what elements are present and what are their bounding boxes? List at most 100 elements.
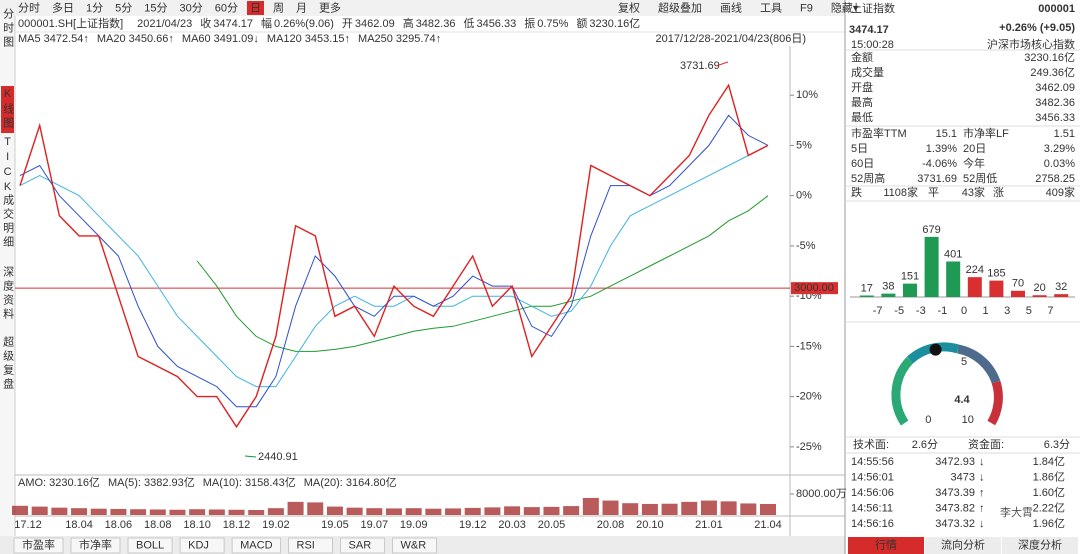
indicator-tab-bg [13, 537, 64, 554]
metric-value: 0.03% [1044, 158, 1075, 170]
stat-value: 249.36亿 [1030, 66, 1075, 79]
annotation-leader [244, 455, 257, 458]
metric-value: -4.06% [922, 158, 957, 170]
ma-value: 3453.15↑ [305, 33, 350, 45]
toolbar-tab[interactable]: 多日 [52, 0, 74, 14]
indicator-tab-bg [70, 537, 121, 554]
sidebar-item[interactable]: 超级复盘 [2, 335, 15, 392]
dist-bin-label: 1 [983, 305, 989, 317]
volume-bar [31, 506, 48, 515]
gauge-segment [891, 356, 914, 426]
tick-price: 3472.93 [935, 456, 975, 468]
toolbar-tab[interactable]: 60分 [215, 1, 238, 14]
score-value: 2.6分 [912, 438, 938, 451]
toolbar-tab[interactable]: 分时 [18, 1, 40, 14]
index-name: 上证指数 [851, 1, 895, 15]
volume-bar [445, 508, 462, 515]
stat-label: 最高 [851, 95, 873, 109]
indicator-tab[interactable]: MACD [240, 539, 272, 551]
indicator-tab[interactable]: BOLL [136, 539, 164, 551]
x-tick-label: 19.02 [262, 519, 290, 531]
indicator-tab[interactable]: RSI [297, 539, 315, 551]
x-tick-label: 19.07 [361, 519, 389, 531]
metric-value: 3.29% [1044, 143, 1075, 155]
date-range: 2017/12/28-2021/04/23(806日) [656, 33, 806, 45]
x-tick-label: 20.08 [597, 519, 625, 531]
sidebar-item[interactable]: 分时图 [2, 8, 15, 50]
x-tick-label: 18.06 [105, 519, 133, 531]
toolbar-tool[interactable]: 隐藏▾ [831, 1, 859, 14]
sidebar-item[interactable]: 成交明细 [2, 194, 15, 250]
series-line [19, 83, 769, 429]
metric-value: 3731.69 [917, 173, 957, 185]
tick-price: 3473 [951, 471, 975, 483]
panel-tab[interactable]: 深度分析 [1018, 537, 1062, 551]
quote-value: 3482.36 [416, 18, 456, 30]
toolbar-tool[interactable]: F9 [800, 2, 813, 14]
quote-label: 开 [342, 18, 353, 30]
sidebar-item[interactable]: K线图 [2, 88, 15, 131]
dist-bin-label: 3 [1004, 305, 1010, 317]
sidebar-item[interactable]: 深度资料 [2, 266, 15, 322]
indicator-tab-bg [392, 537, 438, 554]
ma-label: MA250 [358, 33, 393, 45]
y-tick-label: -25% [796, 441, 822, 453]
volume-bar [346, 507, 363, 515]
quote-value: 3230.16亿 [589, 17, 640, 30]
dist-bar [1011, 290, 1025, 297]
toolbar-tab[interactable]: 日 [250, 2, 261, 14]
toolbar-tool[interactable]: 工具 [760, 1, 782, 14]
toolbar-tool[interactable]: 超级叠加 [658, 0, 702, 14]
toolbar-tab[interactable]: 更多 [319, 0, 341, 14]
panel-dividers [845, 49, 1080, 454]
tick-time: 14:56:11 [851, 502, 893, 514]
toolbar-tool[interactable]: 画线 [720, 0, 742, 14]
stat-label: 最低 [851, 111, 873, 124]
y-tick-label: 8000.00万 [796, 488, 847, 500]
volume-bar [700, 500, 717, 515]
indicator-tab[interactable]: SAR [349, 539, 372, 551]
metric-label: 52周低 [963, 172, 997, 185]
tick-arrow: ↓ [979, 518, 985, 530]
toolbar-tab[interactable]: 月 [296, 2, 307, 14]
metric-label: 今年 [963, 156, 985, 170]
y-tick-label: -15% [796, 340, 822, 352]
quote-label: 振 [524, 16, 535, 30]
volume-bar [582, 497, 599, 515]
tick-volume: 1.96亿 [1033, 517, 1065, 530]
indicator-tab[interactable]: 市净率 [79, 537, 112, 551]
toolbar-tab[interactable]: 5分 [115, 1, 132, 14]
toolbar-tab[interactable]: 1分 [86, 1, 103, 14]
indicator-tab-bg [340, 537, 386, 554]
toolbar-tab[interactable]: 周 [273, 1, 284, 14]
metric-label: 市盈率TTM [851, 126, 907, 140]
market-link[interactable]: 沪深市场核心指数 [987, 37, 1075, 51]
volume-legend: MA(5): 3382.93亿 [108, 476, 195, 489]
active-side-bg [1, 86, 14, 133]
quote-label: 高 [403, 16, 414, 30]
breadth-value: 1108家 [883, 185, 918, 199]
ref-label: 3000.00 [794, 282, 834, 294]
breadth-label: 涨 [993, 186, 1004, 199]
toolbar-tool[interactable]: 复权 [618, 0, 640, 14]
panel-tab[interactable]: 流向分析 [941, 537, 985, 551]
indicator-tab[interactable]: W&R [401, 539, 427, 551]
dist-value: 679 [922, 224, 940, 236]
volume-legend: MA(20): 3164.80亿 [304, 476, 397, 489]
indicator-tab[interactable]: KDJ [188, 539, 209, 551]
stat-value: 3230.16亿 [1024, 51, 1075, 64]
time: 15:00:28 [851, 39, 894, 51]
y-tick-label: 0% [796, 190, 812, 202]
metric-label: 60日 [851, 158, 874, 170]
x-tick-label: 19.12 [459, 519, 487, 531]
panel-tab[interactable]: 行情 [875, 538, 897, 551]
indicator-tab[interactable]: 市盈率 [22, 537, 55, 551]
toolbar-tab[interactable]: 15分 [144, 1, 167, 14]
sidebar-item[interactable]: TICK [2, 136, 14, 196]
volume-bar [602, 500, 619, 515]
metric-value: 2758.25 [1035, 173, 1075, 185]
dist-value: 20 [1033, 282, 1045, 294]
toolbar-tab[interactable]: 30分 [180, 1, 203, 14]
dist-bar [881, 293, 896, 297]
